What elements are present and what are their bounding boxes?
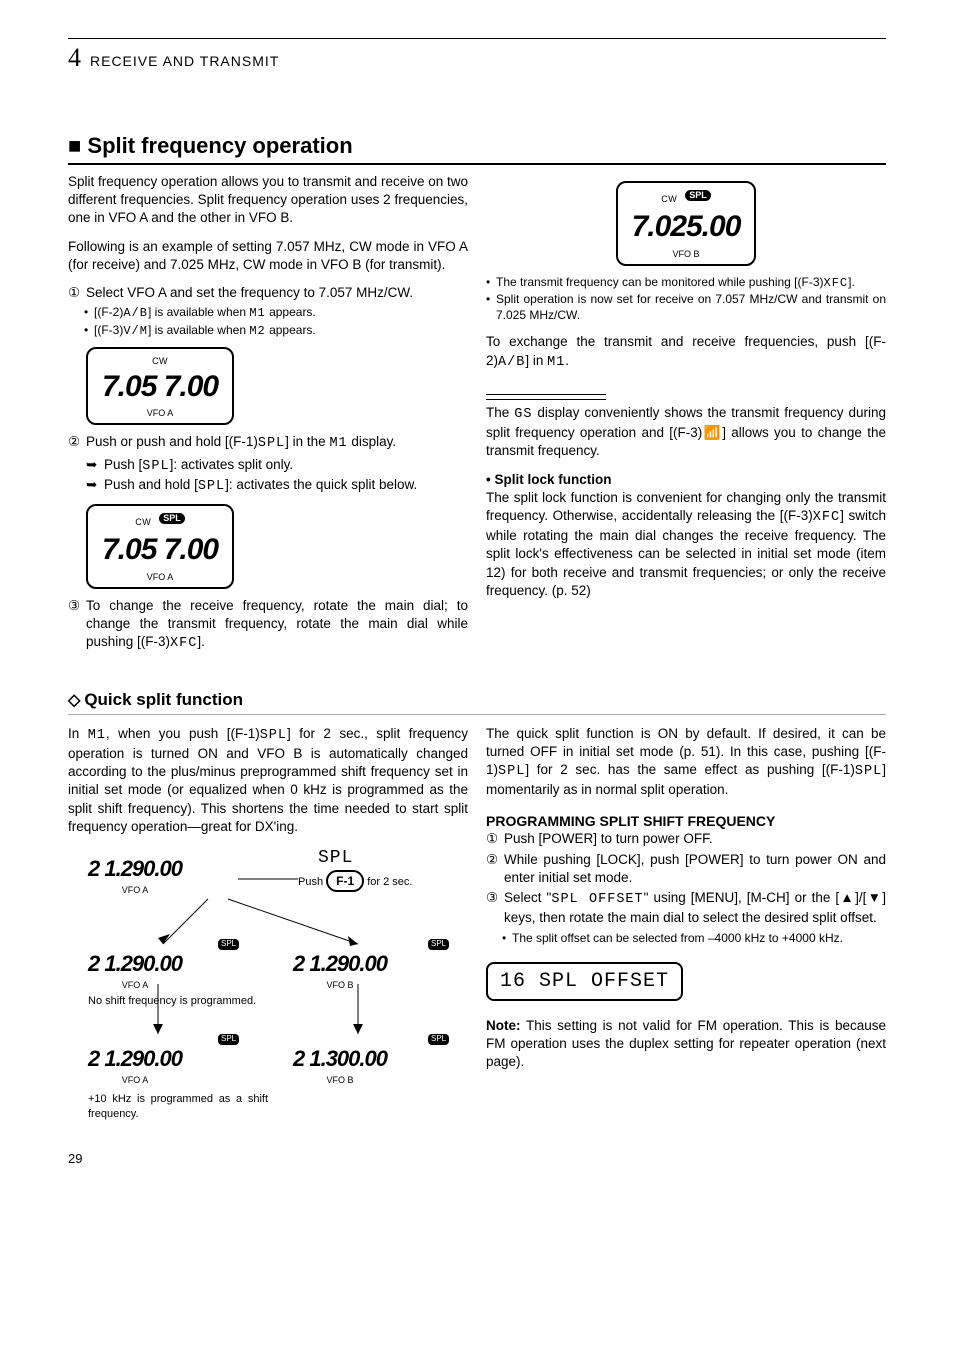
prog-step-2: ② While pushing [LOCK], push [POWER] to … [486, 851, 886, 887]
spl-badge-icon: SPL [218, 1034, 239, 1045]
section1-right-col: CWSPL 7.025.00 VFO B • The transmit freq… [486, 173, 886, 656]
diagram-disp-3: 2 1.290.00 VFO B [293, 949, 387, 991]
intro-para: Split frequency operation allows you to … [68, 173, 468, 228]
chapter-title: RECEIVE AND TRANSMIT [90, 53, 279, 69]
spl-badge-icon: SPL [685, 190, 711, 201]
spl-badge-icon: SPL [159, 513, 185, 524]
spl-badge-icon: SPL [218, 939, 239, 950]
diagram-disp-1: 2 1.290.00 VFO A [88, 854, 182, 896]
lcd-display-1: CW 7.05 7.00 VFO A [86, 347, 234, 426]
step-2: ② Push or push and hold [(F-1)SPL] in th… [68, 433, 468, 453]
quicksplit-para: In M1, when you push [(F-1)SPL] for 2 se… [68, 725, 468, 836]
step2-arrow1: ➥ Push [SPL]: activates split only. [86, 456, 468, 476]
spl-badge-icon: SPL [428, 939, 449, 950]
right-bullet1: • The transmit frequency can be monitore… [486, 274, 886, 291]
diagram-disp-4: 2 1.290.00 VFO A [88, 1044, 182, 1086]
step-1: ① Select VFO A and set the frequency to … [68, 284, 468, 302]
prog-step-3: ③ Select "SPL OFFSET" using [MENU], [M-C… [486, 889, 886, 927]
step-3: ③ To change the receive frequency, rotat… [68, 597, 468, 654]
lcd-display-3: CWSPL 7.025.00 VFO B [616, 181, 757, 266]
diagram-disp-5: 2 1.300.00 VFO B [293, 1044, 387, 1086]
step2-arrow2: ➥ Push and hold [SPL]: activates the qui… [86, 476, 468, 496]
chapter-number: 4 [68, 43, 82, 73]
lcd-offset-display: 16 SPL OFFSET [486, 962, 683, 1001]
chapter-header: 4 RECEIVE AND TRANSMIT [68, 43, 886, 73]
prog-step-1: ① Push [POWER] to turn power OFF. [486, 830, 886, 848]
exchange-para: To exchange the transmit and receive fre… [486, 333, 886, 371]
prog-step-3-bullet: • The split offset can be selected from … [502, 930, 886, 946]
splitlock-body: The split lock function is convenient fo… [486, 489, 886, 600]
lcd-display-2: CWSPL 7.05 7.00 VFO A [86, 504, 234, 589]
spl-badge-icon: SPL [428, 1034, 449, 1045]
step1-bullet2: • [(F-3)V/M] is available when M2 appear… [84, 322, 468, 339]
quicksplit-right-para: The quick split function is ON by defaul… [486, 725, 886, 800]
section2-left-col: In M1, when you push [(F-1)SPL] for 2 se… [68, 725, 468, 1154]
example-para: Following is an example of setting 7.057… [68, 238, 468, 274]
programming-title: PROGRAMMING SPLIT SHIFT FREQUENCY [486, 812, 886, 831]
f1-button-icon: F-1 [326, 870, 364, 892]
section1-left-col: Split frequency operation allows you to … [68, 173, 468, 656]
diagram-disp-2: 2 1.290.00 VFO A [88, 949, 182, 991]
push-row: Push F-1 for 2 sec. [298, 870, 412, 892]
quick-split-title: ◇Quick split function [68, 690, 886, 710]
right-bullet2: • Split operation is now set for receive… [486, 291, 886, 323]
page-number: 29 [68, 1151, 82, 1166]
step1-bullet1: • [(F-2)A/B] is available when M1 appear… [84, 304, 468, 321]
section2-right-col: The quick split function is ON by defaul… [486, 725, 886, 1154]
convenient-para: The GS display conveniently shows the tr… [486, 404, 886, 461]
splitlock-title: • Split lock function [486, 471, 886, 489]
section-split-freq-title: ■ Split frequency operation [68, 133, 886, 159]
note-para: Note: This setting is not valid for FM o… [486, 1017, 886, 1072]
quick-split-diagram: SPL Push F-1 for 2 sec. 2 1.290.00 VFO A… [68, 854, 468, 1154]
diagram-cap1: No shift frequency is programmed. [88, 994, 256, 1009]
diagram-cap2: +10 kHz is programmed as a shift frequen… [88, 1092, 268, 1122]
spl-label: SPL [318, 846, 353, 870]
